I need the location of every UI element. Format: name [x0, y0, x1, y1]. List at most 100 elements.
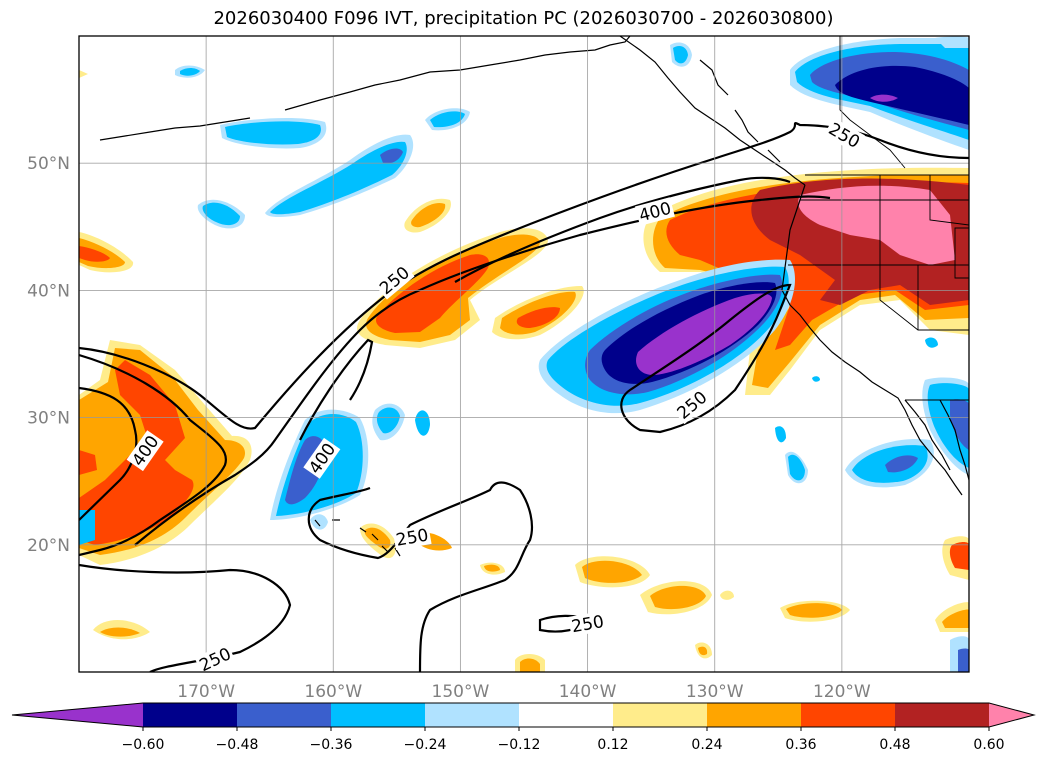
- fill-positive-small: [100, 627, 140, 637]
- colorbar-segment: [425, 703, 520, 727]
- colorbar-tick-label: 0.36: [785, 737, 816, 753]
- fill-negative-north: [673, 46, 688, 64]
- fill-negative-se: [925, 337, 938, 348]
- fill-negative-alaska: [935, 36, 969, 48]
- lat-tick-label: 40°N: [27, 281, 70, 301]
- contour-label-bg: [126, 430, 164, 472]
- ivt-contour-400: [454, 176, 791, 283]
- fill-positive-hawaii: [364, 527, 391, 549]
- coastline-hawaii: [359, 527, 401, 557]
- fill-positive-small: [650, 585, 706, 610]
- state-border-layer: [788, 36, 969, 401]
- colorbar: −0.60 −0.48 −0.36 −0.24 −0.12 0.12 0.24 0.36 0.4…: [11, 702, 1036, 753]
- colorbar-segment: [801, 703, 896, 727]
- contour-label: 250: [194, 642, 236, 672]
- fill-negative-alaska: [835, 65, 969, 125]
- colorbar-extend-min: [12, 703, 143, 727]
- ivt-contour-400: [134, 288, 421, 546]
- colorbar-tick-label: 0.60: [973, 737, 1004, 753]
- fill-positive-small: [698, 646, 708, 656]
- lon-tick-labels: 170°W 160°W 150°W 140°W 130°W 120°W: [177, 682, 871, 702]
- colorbar-tick-label: −0.60: [122, 737, 165, 753]
- lat-tick-label: 20°N: [27, 536, 70, 556]
- colorbar-tick-label: 0.48: [879, 737, 910, 753]
- fill-negative-north: [430, 111, 465, 128]
- precip-fill-layer: [79, 36, 969, 672]
- fill-negative-hawaii: [415, 410, 430, 436]
- colorbar-tick-label: −0.36: [310, 737, 353, 753]
- fill-negative-north: [270, 141, 407, 215]
- fill-negative-se: [79, 510, 95, 545]
- fill-positive-small: [484, 564, 500, 572]
- lon-tick-label: 150°W: [432, 682, 490, 702]
- fill-negative-north: [380, 148, 403, 164]
- colorbar-segment: [331, 703, 426, 727]
- lat-tick-labels: 50°N 40°N 30°N 20°N: [27, 154, 70, 556]
- fill-positive-central: [516, 307, 560, 328]
- contour-label-bg: [374, 260, 415, 300]
- lon-tick-label: 140°W: [559, 682, 617, 702]
- fill-positive-small: [786, 603, 842, 618]
- fill-negative-hawaii: [310, 514, 328, 530]
- lon-tick-label: 170°W: [177, 682, 235, 702]
- contour-label-bg: [194, 642, 236, 672]
- contour-label-bg: [392, 524, 432, 551]
- lat-tick-label: 50°N: [27, 154, 70, 174]
- contour-label-bg: [823, 117, 865, 153]
- ivt-contour-250: [307, 481, 534, 672]
- fill-negative-se: [775, 426, 786, 443]
- fill-negative-se: [885, 455, 918, 473]
- fill-negative-se: [812, 376, 820, 382]
- ivt-contour-400: [79, 353, 228, 557]
- colorbar-segment: [895, 703, 990, 727]
- contour-label-bg: [634, 197, 675, 226]
- fill-positive-small: [720, 590, 734, 600]
- colorbar-tick-label: −0.24: [404, 737, 447, 753]
- colorbar-tick-label: −0.12: [498, 737, 541, 753]
- ivt-contour-layer: [79, 122, 969, 672]
- fill-negative-alaska: [870, 94, 898, 102]
- lon-tick-label: 130°W: [686, 682, 744, 702]
- contour-label-bg: [568, 610, 608, 637]
- coastline-baja: [904, 399, 951, 471]
- intl-border-alaska: [839, 36, 906, 169]
- contour-label-bg: [671, 385, 713, 425]
- colorbar-segment: [143, 703, 238, 727]
- colorbar-segment: [707, 703, 802, 727]
- lat-tick-label: 30°N: [27, 409, 70, 429]
- gridlines: [79, 36, 969, 672]
- coastline-mexico: [939, 399, 969, 481]
- fill-negative-hawaii: [376, 407, 400, 434]
- fill-negative-north: [225, 121, 321, 145]
- colorbar-tick-label: 0.12: [597, 737, 628, 753]
- fill-negative-se: [950, 399, 969, 450]
- fill-positive-small: [582, 560, 642, 583]
- colorbar-tick-label: −0.48: [216, 737, 259, 753]
- fill-positive-small: [79, 70, 88, 78]
- state-border-box: [954, 227, 969, 279]
- coastline-alaska: [284, 36, 631, 111]
- fill-negative-se: [958, 648, 969, 672]
- lon-tick-label: 160°W: [304, 682, 362, 702]
- fill-negative-se: [788, 454, 805, 481]
- colorbar-segment: [237, 703, 332, 727]
- coastline-alaska-south: [619, 36, 806, 186]
- ivt-contour-400: [299, 338, 374, 441]
- colorbar-segment: [519, 703, 614, 727]
- contour-label-bg: [303, 437, 341, 479]
- fill-positive-west: [79, 450, 97, 475]
- fill-negative-north: [202, 202, 240, 226]
- lon-tick-label: 120°W: [813, 682, 871, 702]
- ivt-contour-250: [79, 386, 138, 521]
- colorbar-extend-max: [989, 703, 1034, 727]
- fill-negative-north: [180, 68, 200, 76]
- fill-positive-small: [520, 658, 540, 672]
- fill-positive-west: [79, 246, 110, 262]
- coastline-west-us: [781, 184, 963, 496]
- coastline-aleutians: [99, 117, 251, 141]
- fill-positive-small: [949, 542, 969, 570]
- colorbar-segment: [613, 703, 708, 727]
- colorbar-tick-label: 0.24: [691, 737, 722, 753]
